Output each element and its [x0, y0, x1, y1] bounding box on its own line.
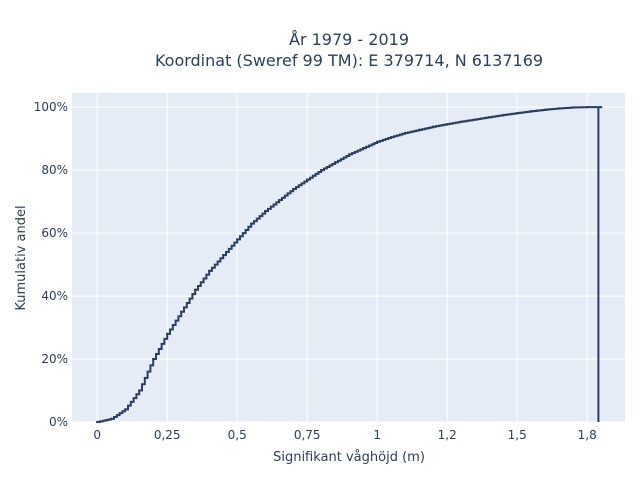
data-point [138, 389, 141, 392]
data-point [320, 168, 323, 172]
data-point [516, 111, 519, 115]
y-tick-label: 80% [41, 163, 68, 177]
data-point [362, 146, 365, 150]
cumulative-step-line [97, 106, 602, 423]
x-axis-title: Signifikant våghöjd (m) [273, 450, 425, 465]
plot-area [72, 93, 625, 422]
y-axis-title: Kumulativ andel [14, 205, 29, 310]
x-tick-label: 0,5 [228, 428, 247, 442]
data-point [474, 118, 477, 121]
data-point [558, 107, 561, 110]
x-tick-label: 0,25 [154, 428, 181, 442]
y-tick-label: 60% [41, 226, 68, 240]
data-point [390, 135, 393, 139]
chart-title: År 1979 - 2019 [289, 30, 409, 49]
x-tick-label: 0,75 [294, 428, 321, 442]
data-point [502, 113, 505, 117]
data-point [530, 110, 533, 113]
data-point [110, 417, 113, 421]
data-point [278, 198, 281, 202]
x-tick-label: 0 [93, 428, 101, 442]
data-point [194, 288, 197, 291]
step-markers [96, 105, 603, 424]
x-tick-label: 1,2 [438, 428, 457, 442]
tick-labels: 0 0,25 0,5 0,75 1 1,2 1,5 1,8 0% 20% 40% 60% 80% 100% [34, 100, 597, 442]
data-point [586, 105, 589, 109]
data-point [152, 357, 155, 361]
x-tick-label: 1,8 [578, 428, 597, 442]
data-point [124, 408, 127, 411]
data-point [348, 153, 351, 156]
data-point [264, 209, 267, 213]
data-point [250, 222, 253, 225]
x-tick-label: 1 [373, 428, 381, 442]
y-tick-label: 0% [49, 415, 68, 429]
data-point [488, 116, 491, 119]
data-point [460, 120, 463, 123]
data-point [404, 131, 407, 135]
y-tick-label: 20% [41, 352, 68, 366]
data-point [376, 140, 379, 143]
data-point [600, 105, 603, 109]
grid-lines [72, 93, 625, 423]
data-point [432, 125, 435, 128]
data-point [418, 128, 421, 132]
data-point [292, 187, 295, 191]
data-point [222, 253, 225, 257]
data-point [180, 310, 183, 314]
y-tick-label: 100% [34, 100, 68, 114]
y-tick-label: 40% [41, 289, 68, 303]
data-point [208, 269, 211, 273]
x-tick-label: 1,5 [508, 428, 527, 442]
data-point [334, 161, 337, 164]
data-point [236, 238, 239, 241]
chart-subtitle: Koordinat (Sweref 99 TM): E 379714, N 61… [155, 51, 543, 70]
data-point [306, 178, 309, 181]
data-point [446, 122, 449, 126]
data-point [166, 332, 169, 336]
data-point [544, 108, 547, 111]
data-point [96, 420, 99, 424]
data-point [572, 106, 575, 109]
